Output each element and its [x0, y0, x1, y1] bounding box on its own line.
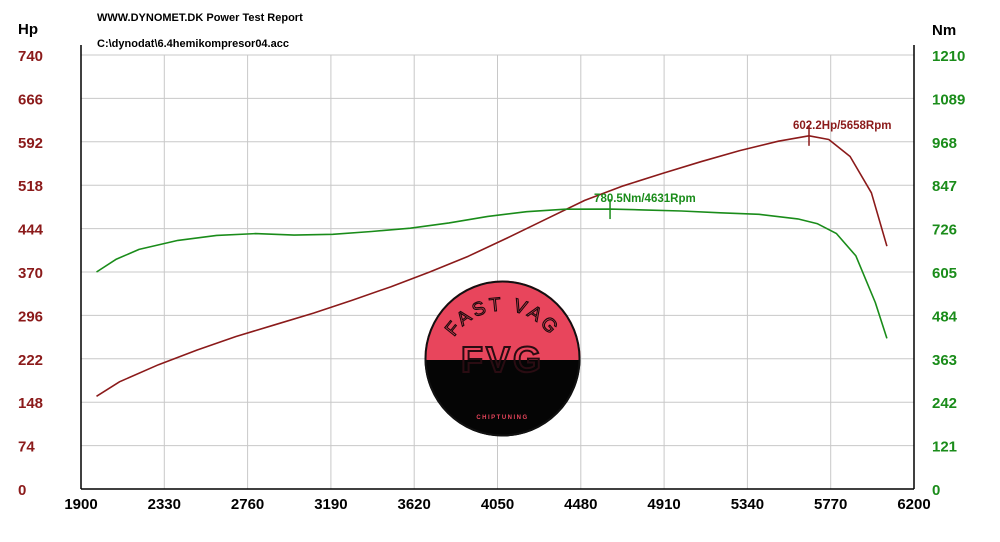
left-tick-label: 148 [18, 395, 43, 412]
x-tick-label: 4050 [481, 496, 514, 513]
right-axis-unit: Nm [932, 22, 957, 39]
plot-frame [80, 45, 915, 490]
logo-badge: FAST VAG FVG CHIPTUNING [424, 280, 581, 437]
logo-tagline: CHIPTUNING [476, 415, 528, 421]
right-tick-label: 363 [932, 352, 957, 369]
left-tick-label: 74 [18, 439, 35, 456]
left-axis-unit: Hp [18, 21, 38, 38]
left-tick-label: 592 [18, 135, 43, 152]
left-tick-label: 740 [18, 48, 43, 65]
right-tick-label: 1089 [932, 91, 965, 108]
x-tick-label: 5340 [731, 496, 764, 513]
logo-monogram: FVG [461, 339, 544, 380]
x-tick-label: 6200 [897, 496, 930, 513]
torque-curve [96, 208, 888, 339]
right-tick-label: 484 [932, 308, 958, 325]
peak-markers: 602.2Hp/5658Rpm 780.5Nm/4631Rpm [594, 120, 891, 220]
power-curve [96, 135, 888, 397]
x-tick-label: 5770 [814, 496, 847, 513]
right-tick-label: 605 [932, 265, 957, 282]
left-tick-label: 444 [18, 222, 44, 239]
x-tick-label: 3620 [398, 496, 431, 513]
x-tick-label: 4910 [647, 496, 680, 513]
x-axis-ticks: 1900 2330 2760 3190 3620 4050 4480 4910 5340 5770… [64, 496, 930, 513]
left-tick-label: 370 [18, 265, 43, 282]
right-tick-label: 121 [932, 439, 957, 456]
left-tick-label: 296 [18, 308, 43, 325]
left-tick-label: 222 [18, 352, 43, 369]
file-path: C:\dynodat\6.4hemikompresor04.acc [97, 38, 289, 50]
x-tick-label: 1900 [64, 496, 97, 513]
x-tick-label: 3190 [314, 496, 347, 513]
right-tick-label: 0 [932, 482, 940, 499]
chart-series [96, 135, 888, 397]
power-peak-label: 602.2Hp/5658Rpm [793, 120, 891, 132]
left-tick-label: 518 [18, 178, 43, 195]
right-tick-label: 726 [932, 222, 957, 239]
torque-peak-label: 780.5Nm/4631Rpm [594, 193, 696, 205]
left-tick-label: 666 [18, 91, 43, 108]
x-tick-label: 2330 [148, 496, 181, 513]
report-title: WWW.DYNOMET.DK Power Test Report [97, 12, 303, 24]
left-tick-label: 0 [18, 482, 26, 499]
right-tick-label: 968 [932, 135, 957, 152]
x-tick-label: 4480 [564, 496, 597, 513]
right-tick-label: 242 [932, 395, 957, 412]
right-tick-label: 847 [932, 178, 957, 195]
right-tick-label: 1210 [932, 48, 965, 65]
fast-vag-logo: FAST VAG FVG CHIPTUNING [424, 280, 581, 437]
x-tick-label: 2760 [231, 496, 264, 513]
